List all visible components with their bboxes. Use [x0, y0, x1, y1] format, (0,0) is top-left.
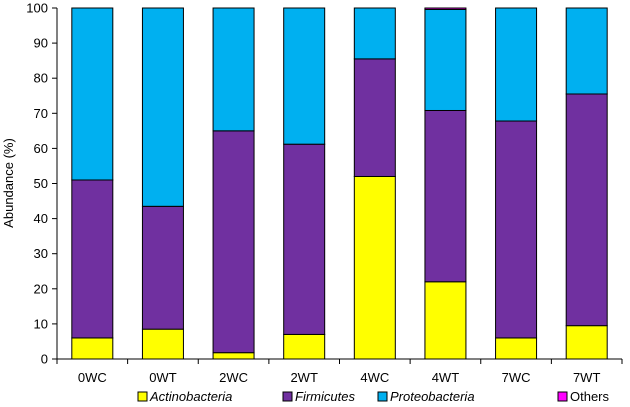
legend-swatch-others [557, 391, 568, 402]
axes [56, 8, 622, 360]
x-tick-label: 0WC [78, 370, 107, 385]
y-tick-label: 60 [34, 141, 48, 156]
bar-segment-proteobacteria-4wc [353, 7, 396, 60]
bar-segment-firmicutes-2wc [212, 130, 255, 354]
bar-segment-firmicutes-0wt [141, 205, 184, 330]
x-tick-label: 2WT [290, 370, 318, 385]
bar-segment-proteobacteria-7wc [495, 7, 538, 122]
bar-segment-actinobacteria-7wt [565, 325, 608, 360]
y-axis-title: Abundance (%) [1, 138, 16, 228]
y-tick-label: 40 [34, 211, 48, 226]
y-tick-label: 50 [34, 176, 48, 191]
bar-segment-firmicutes-7wt [565, 93, 608, 327]
bar-segment-firmicutes-2wt [283, 143, 326, 335]
x-axis-ticks: 0WC 0WT 2WC 2WT 4WC 4WT 7WC 7WT [56, 359, 623, 385]
legend-swatch-firmicutes [282, 391, 293, 402]
bar-segment-proteobacteria-0wc [71, 7, 114, 181]
bar-segment-proteobacteria-0wt [141, 7, 184, 207]
y-axis-title-group: Abundance (%) [1, 138, 16, 228]
bar-segment-firmicutes-4wt [424, 109, 467, 283]
x-tick-label: 7WT [573, 370, 601, 385]
bar-segment-actinobacteria-7wc [495, 337, 538, 360]
legend-swatch-actinobacteria [137, 391, 148, 402]
bar-segment-actinobacteria-4wc [353, 175, 396, 360]
legend-label-others: Others [570, 389, 610, 404]
bar-segment-firmicutes-4wc [353, 58, 396, 177]
bar-segment-proteobacteria-2wt [283, 7, 326, 145]
y-tick-label: 100 [26, 1, 48, 16]
x-tick-label: 2WC [219, 370, 248, 385]
legend-label-firmicutes: Firmicutes [295, 389, 355, 404]
legend-swatch-proteobacteria [377, 391, 388, 402]
legend: Actinobacteria Firmicutes Proteobacteria Ot… [137, 389, 610, 404]
bar-segment-firmicutes-7wc [495, 120, 538, 339]
y-tick-label: 0 [41, 352, 48, 367]
y-axis-ticks: 0 10 20 30 40 50 60 70 80 90 100 [26, 1, 57, 367]
bar-segment-actinobacteria-0wc [71, 337, 114, 360]
y-tick-label: 10 [34, 316, 48, 331]
bar-segment-actinobacteria-4wt [424, 281, 467, 360]
y-tick-label: 30 [34, 246, 48, 261]
legend-label-actinobacteria: Actinobacteria [149, 389, 232, 404]
bar-segment-proteobacteria-4wt [424, 8, 467, 111]
x-tick-label: 4WC [360, 370, 389, 385]
bar-segment-proteobacteria-2wc [212, 7, 255, 132]
x-tick-label: 7WC [502, 370, 531, 385]
y-tick-label: 90 [34, 36, 48, 51]
bar-segment-proteobacteria-7wt [565, 7, 608, 95]
y-tick-label: 70 [34, 106, 48, 121]
x-tick-label: 4WT [432, 370, 460, 385]
bar-segment-actinobacteria-0wt [141, 328, 184, 360]
bar-segment-actinobacteria-2wt [283, 333, 326, 360]
bar-segment-others-4wt [424, 7, 467, 10]
x-tick-label: 0WT [149, 370, 177, 385]
y-tick-label: 80 [34, 71, 48, 86]
bar-segment-actinobacteria-2wc [212, 352, 255, 360]
bar-segment-firmicutes-0wc [71, 179, 114, 339]
bars [71, 7, 608, 360]
legend-label-proteobacteria: Proteobacteria [390, 389, 475, 404]
y-tick-label: 20 [34, 281, 48, 296]
